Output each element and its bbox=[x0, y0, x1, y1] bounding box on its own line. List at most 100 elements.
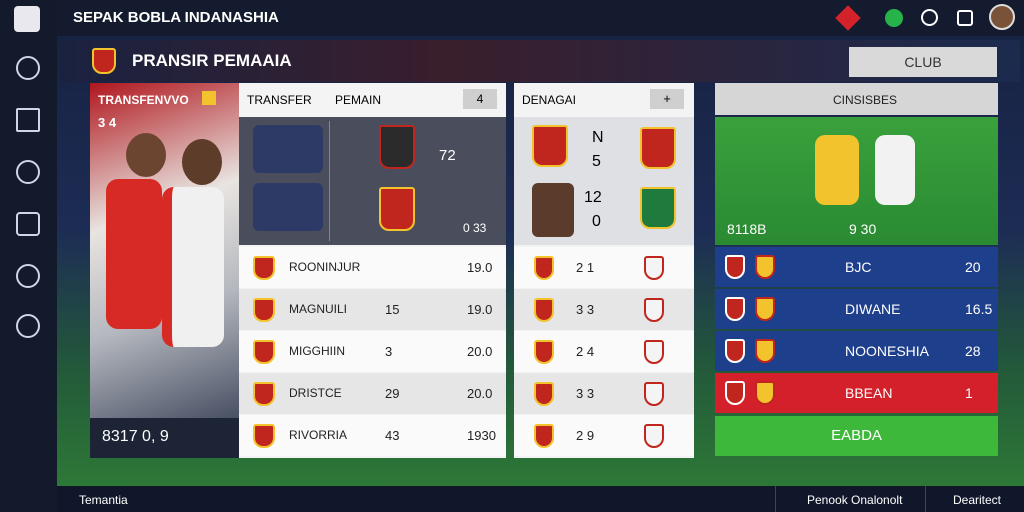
tab[interactable]: TRANSFER bbox=[247, 93, 312, 107]
player-price: 19.0 bbox=[467, 260, 493, 275]
window-icon[interactable] bbox=[957, 10, 973, 26]
match-row[interactable]: 3 3 bbox=[514, 289, 694, 330]
player-name: ROONINJUR bbox=[289, 260, 361, 274]
match-list: 2 1 3 3 2 4 3 3 2 9 bbox=[514, 247, 694, 458]
featured-label: TRANSFENVVO bbox=[98, 93, 189, 107]
club-crest bbox=[725, 297, 745, 321]
match-row[interactable]: 2 1 bbox=[514, 247, 694, 288]
club-crest bbox=[644, 382, 664, 406]
footer-right[interactable]: Dearitect bbox=[953, 493, 1002, 507]
standings-row[interactable]: NOONESHIA 28 bbox=[715, 331, 998, 371]
club-crest bbox=[534, 340, 554, 364]
player-row[interactable]: ROONINJUR 19.0 bbox=[239, 247, 506, 288]
match-panel: DENAGAI + N 5 12 0 2 1 3 3 2 4 3 3 2 9 bbox=[514, 83, 694, 458]
nav-icon[interactable] bbox=[16, 264, 40, 288]
club-crest bbox=[640, 127, 676, 169]
footer-left[interactable]: Temantia bbox=[79, 493, 128, 507]
club-crest bbox=[532, 125, 568, 167]
match-button[interactable]: + bbox=[650, 89, 684, 109]
nav-icon[interactable] bbox=[16, 212, 40, 236]
divider bbox=[925, 486, 926, 512]
team-name: BBEAN bbox=[845, 385, 893, 401]
player-stat: 43 bbox=[385, 428, 400, 443]
tab[interactable]: PEMAIN bbox=[335, 93, 382, 107]
player-price: 1930 bbox=[467, 428, 496, 443]
match-result: 2 4 bbox=[576, 344, 595, 359]
chat-icon[interactable] bbox=[885, 9, 903, 27]
standings-list: BJC 20 DIWANE 16.5 NOONESHIA 28 BBEAN 1 bbox=[715, 247, 998, 413]
player-figure bbox=[815, 135, 859, 205]
team-value: 1 bbox=[965, 385, 973, 401]
logo[interactable] bbox=[14, 6, 40, 32]
nav-icon[interactable] bbox=[16, 314, 40, 338]
player-list: ROONINJUR 19.0 MAGNUILI 15 19.0 MIGGHIIN 3 20.0… bbox=[239, 247, 506, 458]
divider bbox=[775, 486, 776, 512]
player-figure bbox=[875, 135, 915, 205]
nav-icon[interactable] bbox=[16, 56, 40, 80]
standings-row[interactable]: BBEAN 1 bbox=[715, 373, 998, 413]
match-result: 3 3 bbox=[576, 302, 595, 317]
search-icon[interactable] bbox=[921, 9, 938, 26]
player-photo bbox=[532, 183, 574, 237]
player-pair bbox=[253, 125, 323, 173]
divider bbox=[329, 121, 330, 241]
club-crest bbox=[640, 187, 676, 229]
player-price: 19.0 bbox=[467, 302, 493, 317]
standings-row[interactable]: BJC 20 bbox=[715, 247, 998, 287]
player-name: RIVORRIA bbox=[289, 428, 348, 442]
match-score: N bbox=[592, 129, 604, 146]
standings-panel: CINSISBES 8118B 9 30 BJC 20 DIWANE 16.5 NOON… bbox=[715, 83, 998, 458]
club-crest bbox=[755, 255, 775, 279]
tab-bar: TRANSFER PEMAIN 4 bbox=[239, 83, 506, 117]
club-crest bbox=[534, 424, 554, 448]
team-name: BJC bbox=[845, 259, 872, 275]
match-score: 12 bbox=[584, 189, 602, 206]
club-crest bbox=[644, 424, 664, 448]
club-button[interactable]: CLUB bbox=[849, 47, 997, 77]
club-crest bbox=[644, 340, 664, 364]
club-crest bbox=[534, 298, 554, 322]
player-row[interactable]: DRISTCE 29 20.0 bbox=[239, 373, 506, 414]
app-title: SEPAK BOBLA INDANASHIA bbox=[73, 9, 279, 26]
standings-header[interactable]: CINSISBES bbox=[715, 83, 998, 115]
nav-icon[interactable] bbox=[16, 160, 40, 184]
club-crest bbox=[534, 382, 554, 406]
standings-row[interactable]: DIWANE 16.5 bbox=[715, 289, 998, 329]
footer-center[interactable]: Penook Onalonolt bbox=[807, 493, 903, 507]
avatar[interactable] bbox=[989, 4, 1015, 30]
player-row[interactable]: RIVORRIA 43 1930 bbox=[239, 415, 506, 456]
match-score: 5 bbox=[592, 153, 601, 170]
match-row[interactable]: 2 9 bbox=[514, 415, 694, 456]
club-crest bbox=[253, 382, 275, 406]
standings-title: CINSISBES bbox=[833, 93, 898, 107]
player-head bbox=[182, 139, 222, 185]
transfer-panel: TRANSFER PEMAIN 4 72 0 33 ROONINJUR 19.0 M… bbox=[239, 83, 506, 458]
club-crest bbox=[644, 256, 664, 280]
player-row[interactable]: MIGGHIIN 3 20.0 bbox=[239, 331, 506, 372]
match-row[interactable]: 2 4 bbox=[514, 331, 694, 372]
match-title: DENAGAI bbox=[522, 93, 577, 107]
tab-button[interactable]: 4 bbox=[463, 89, 497, 109]
transfer-preview: 72 0 33 bbox=[239, 117, 506, 245]
club-crest bbox=[253, 424, 275, 448]
sidebar bbox=[0, 0, 57, 512]
action-button[interactable]: EABDA bbox=[715, 416, 998, 456]
bottom-bar: Temantia Penook Onalonolt Dearitect bbox=[57, 486, 1024, 512]
club-crest bbox=[755, 297, 775, 321]
banner-left: 8118B bbox=[727, 221, 767, 237]
team-value: 20 bbox=[965, 259, 981, 275]
match-result: 2 9 bbox=[576, 428, 595, 443]
match-row[interactable]: 3 3 bbox=[514, 373, 694, 414]
nav-icon[interactable] bbox=[16, 108, 40, 132]
club-crest bbox=[253, 298, 275, 322]
club-crest bbox=[755, 381, 775, 405]
featured-card[interactable]: TRANSFENVVO 3 4 8317 0, 9 bbox=[90, 83, 239, 458]
player-pair bbox=[253, 183, 323, 231]
player-row[interactable]: MAGNUILI 15 19.0 bbox=[239, 289, 506, 330]
top-bar: SEPAK BOBLA INDANASHIA bbox=[57, 0, 1024, 36]
alert-icon[interactable] bbox=[835, 5, 861, 31]
player-stat: 15 bbox=[385, 302, 400, 317]
team-value: 16.5 bbox=[965, 301, 993, 317]
club-crest bbox=[92, 48, 116, 74]
